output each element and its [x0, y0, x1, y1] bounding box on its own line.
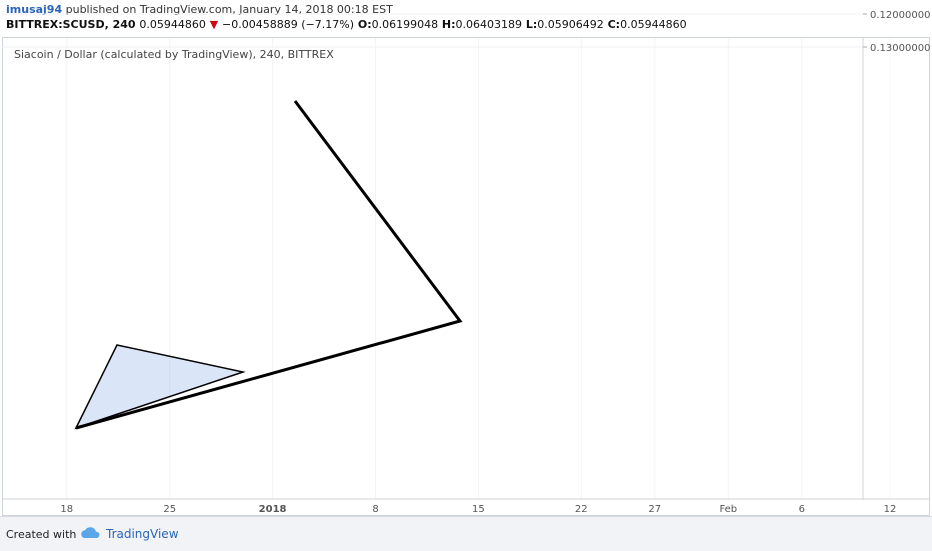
created-with-label: Created with: [6, 528, 77, 541]
last-price: 0.05944860: [139, 18, 206, 31]
high-label: H:: [441, 18, 456, 31]
author-link[interactable]: imusaj94: [6, 3, 63, 16]
tradingview-link[interactable]: TradingView: [106, 527, 179, 541]
x-tick-label: Feb: [719, 504, 737, 515]
footer: Created with TradingView: [0, 516, 932, 551]
x-tick-label: 27: [648, 504, 661, 515]
low-label: L:: [525, 18, 538, 31]
drawings: [74, 100, 463, 430]
x-tick-label: 25: [163, 504, 176, 515]
time-axis: 18 25 2018 8 15 22 27 Feb 6 12: [60, 504, 896, 515]
close-value: 0.05944860: [620, 18, 687, 31]
x-tick-label: 12: [884, 504, 897, 515]
tradingview-cloud-icon: [81, 527, 100, 538]
x-tick-label: 15: [472, 504, 485, 515]
publish-line: imusaj94 published on TradingView.com, J…: [6, 3, 393, 16]
down-arrow-icon: ▼: [209, 18, 219, 31]
pennant-pattern: [74, 344, 246, 430]
close-label: C:: [607, 18, 621, 31]
y-tick-label: 0.13000000: [870, 43, 930, 54]
x-tick-label: 18: [60, 504, 73, 515]
x-tick-label: 22: [575, 504, 588, 515]
symbol-label: BITTREX:SCUSD, 240: [6, 18, 136, 31]
triangle-pattern: [75, 100, 463, 430]
chart-frame[interactable]: [2, 37, 930, 516]
price-change: −0.00458889 (−7.17%): [222, 18, 354, 31]
ohlc-line: BITTREX:SCUSD, 240 0.05944860 ▼ −0.00458…: [6, 18, 687, 31]
high-value: 0.06403189: [455, 18, 523, 31]
x-tick-label: 8: [372, 504, 378, 515]
low-value: 0.05906492: [537, 18, 604, 31]
x-tick-label: 6: [799, 504, 805, 515]
publish-info: published on TradingView.com, January 14…: [65, 3, 393, 16]
price-axis: 0.130000000.120000000.110000000.10000000…: [863, 10, 930, 54]
grid-lines: [2, 13, 891, 499]
chart-title: Siacoin / Dollar (calculated by TradingV…: [14, 48, 334, 61]
x-tick-label: 2018: [259, 504, 287, 515]
open-value: 0.06199048: [371, 18, 439, 31]
open-label: O:: [357, 18, 372, 31]
y-tick-label: 0.12000000: [870, 10, 930, 21]
